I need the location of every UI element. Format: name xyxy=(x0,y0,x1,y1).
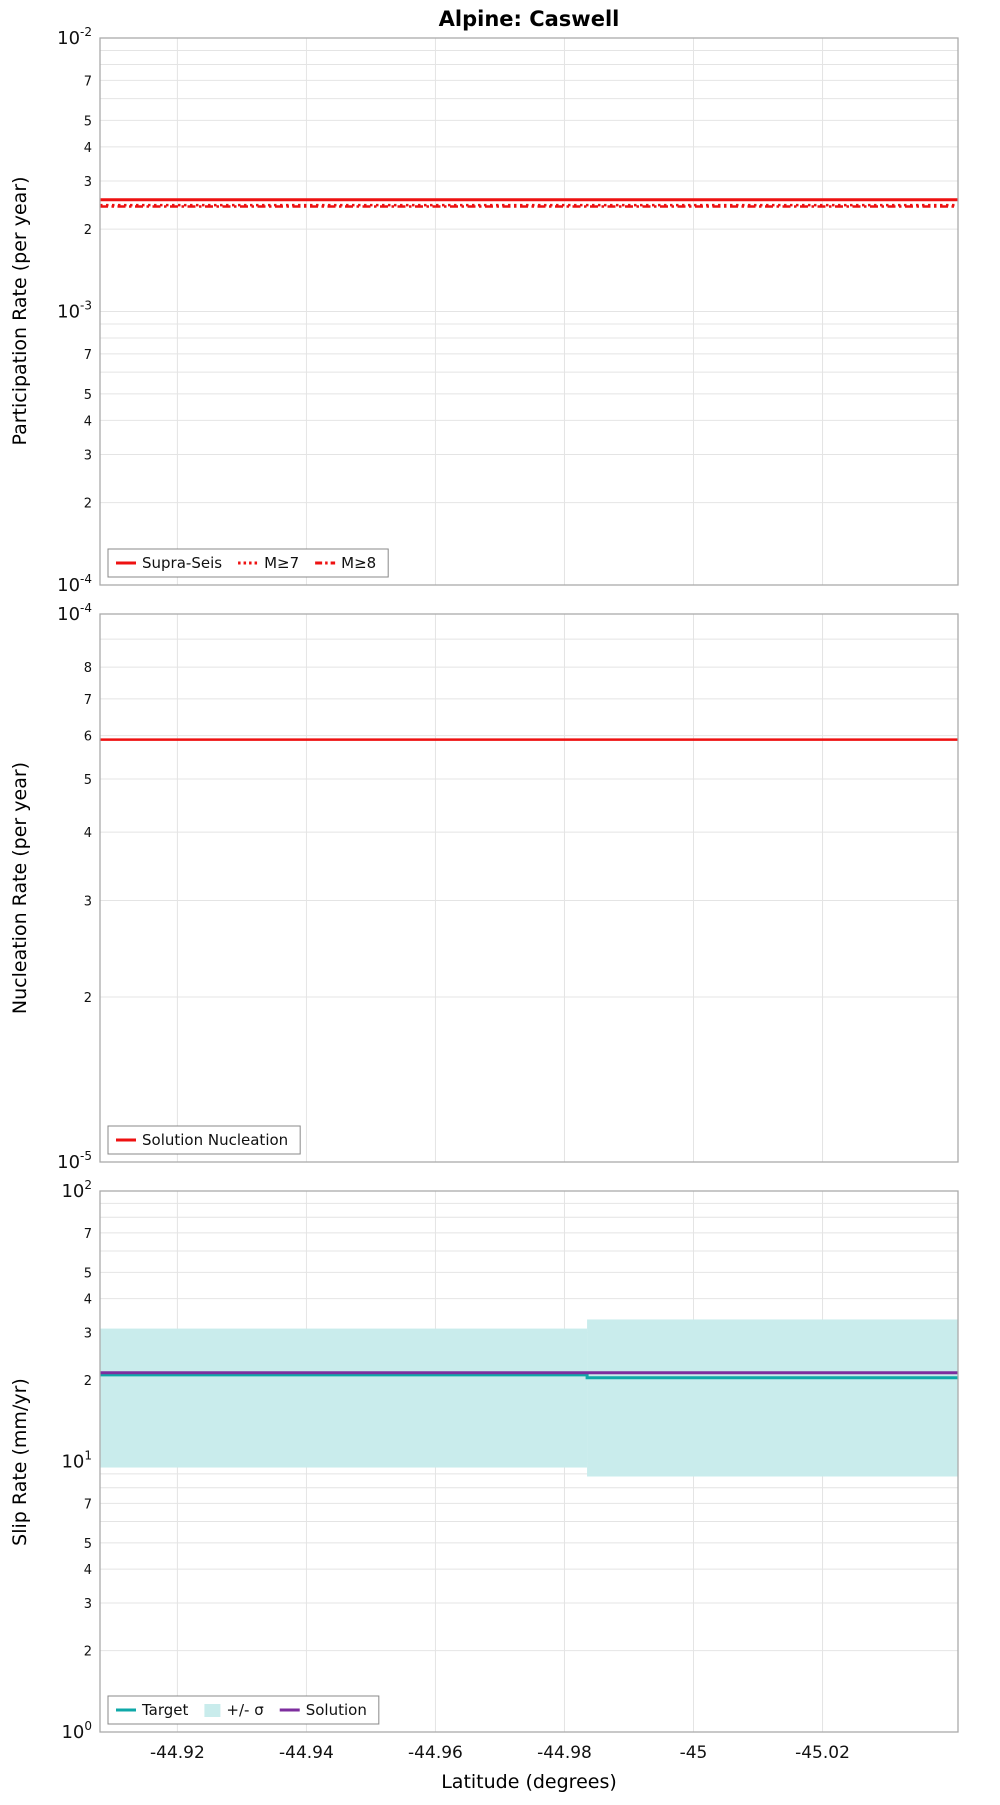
legend-label: Solution Nucleation xyxy=(142,1131,288,1149)
series-target xyxy=(100,1373,958,1380)
y-minor-tick-label: 4 xyxy=(84,826,92,841)
y-minor-tick-label: 2 xyxy=(84,497,92,512)
y-major-tick-label: 10-2 xyxy=(57,25,92,49)
y-minor-tick-label: 4 xyxy=(84,1293,92,1308)
y-minor-tick-label: 2 xyxy=(84,991,92,1006)
series-layer xyxy=(100,1319,958,1477)
series-layer xyxy=(100,198,958,208)
x-tick-labels: -44.92 -44.94 -44.96 -44.98 -45 -45.02 xyxy=(150,1743,850,1763)
figure-title: Alpine: Caswell xyxy=(439,7,620,31)
y-minor-tick-label: 4 xyxy=(84,414,92,429)
legend-label: M≥7 xyxy=(264,554,299,572)
participation-y-axis-label: Participation Rate (per year) xyxy=(9,176,31,445)
x-tick-label: -44.98 xyxy=(537,1743,592,1763)
x-tick-label: -44.94 xyxy=(279,1743,334,1763)
y-minor-tick-label: 8 xyxy=(84,661,92,676)
plot-frame xyxy=(99,613,959,1163)
plot-frame xyxy=(99,37,959,586)
y-minor-tick-label: 3 xyxy=(84,175,92,190)
legend-band-swatch xyxy=(204,1704,221,1717)
y-minor-tick-label: 7 xyxy=(84,693,92,708)
y-tick-labels: 100 101 102 2 3 4 5 7 2 3 4 5 7 xyxy=(61,1178,92,1743)
y-minor-tick-label: 5 xyxy=(84,1266,92,1281)
y-minor-tick-label: 4 xyxy=(84,141,92,156)
legend: Target +/- σ Solution xyxy=(107,1695,380,1725)
y-minor-tick-label: 2 xyxy=(84,1645,92,1660)
y-minor-tick-label: 3 xyxy=(84,449,92,464)
legend-label: Target xyxy=(141,1701,189,1719)
x-tick-label: -45.02 xyxy=(795,1743,850,1763)
y-major-tick-label: 101 xyxy=(61,1449,92,1473)
y-tick-labels: 10-5 10-4 2 3 4 5 6 7 8 xyxy=(57,601,92,1173)
x-axis-label: Latitude (degrees) xyxy=(441,1771,617,1793)
series- xyxy=(100,1328,588,1468)
x-tick-label: -45 xyxy=(680,1743,708,1763)
legend-label: Solution xyxy=(306,1701,367,1719)
y-minor-tick-label: 5 xyxy=(84,1537,92,1552)
y-minor-tick-label: 2 xyxy=(84,1374,92,1389)
legend-label: M≥8 xyxy=(341,554,376,572)
gridlines xyxy=(100,614,958,1162)
y-tick-labels: 10-4 10-3 10-2 2 3 4 5 7 2 3 4 5 7 xyxy=(57,25,92,596)
y-minor-tick-label: 6 xyxy=(84,730,92,745)
y-minor-tick-label: 5 xyxy=(84,773,92,788)
nucleation-y-axis-label: Nucleation Rate (per year) xyxy=(9,762,31,1014)
plot-background xyxy=(100,614,958,1162)
y-major-tick-label: 102 xyxy=(61,1178,92,1202)
y-minor-tick-label: 7 xyxy=(84,74,92,89)
legend-label: Supra-Seis xyxy=(142,554,222,572)
y-minor-tick-label: 7 xyxy=(84,1227,92,1242)
plot-frame xyxy=(99,1190,959,1733)
y-major-tick-label: 10-3 xyxy=(57,299,92,323)
y-major-tick-label: 100 xyxy=(61,1719,92,1743)
legend-box xyxy=(107,1695,380,1725)
y-minor-tick-label: 4 xyxy=(84,1563,92,1578)
y-minor-tick-label: 3 xyxy=(84,1326,92,1341)
nucleation-rate-panel: 10-5 10-4 2 3 4 5 6 7 8 Solution Nucleation xyxy=(57,601,959,1173)
gridlines xyxy=(100,38,958,585)
y-major-tick-label: 10-4 xyxy=(57,572,92,596)
legend-label: +/- σ xyxy=(226,1701,264,1719)
legend-box xyxy=(107,1125,301,1155)
series- xyxy=(587,1319,958,1477)
x-tick-label: -44.96 xyxy=(408,1743,463,1763)
x-tick-label: -44.92 xyxy=(150,1743,205,1763)
y-minor-tick-label: 3 xyxy=(84,895,92,910)
y-major-tick-label: 10-5 xyxy=(57,1149,92,1173)
participation-rate-panel: 10-4 10-3 10-2 2 3 4 5 7 2 3 4 5 7 Supra-Seis M≥7 M≥8 xyxy=(57,25,959,596)
y-major-tick-label: 10-4 xyxy=(57,601,92,625)
y-minor-tick-label: 7 xyxy=(84,1497,92,1512)
y-minor-tick-label: 2 xyxy=(84,223,92,238)
y-minor-tick-label: 5 xyxy=(84,388,92,403)
slip-rate-y-axis-label: Slip Rate (mm/yr) xyxy=(9,1378,31,1546)
legend: Solution Nucleation xyxy=(107,1125,301,1155)
y-minor-tick-label: 3 xyxy=(84,1597,92,1612)
y-minor-tick-label: 7 xyxy=(84,348,92,363)
y-minor-tick-label: 5 xyxy=(84,114,92,129)
legend-box xyxy=(107,548,389,578)
legend: Supra-Seis M≥7 M≥8 xyxy=(107,548,389,578)
